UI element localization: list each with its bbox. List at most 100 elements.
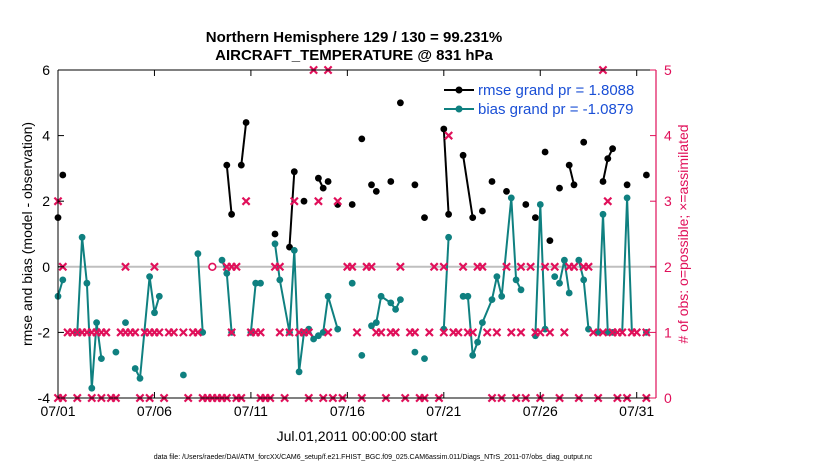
obs-assimilated-marker <box>256 328 265 337</box>
obs-assimilated-marker <box>502 262 511 272</box>
bias-point <box>377 292 385 300</box>
y-axis-label: rmse and bias (model - observation) <box>19 122 35 346</box>
x-tick-label: 07/06 <box>137 403 172 419</box>
obs-assimilated-stroke <box>150 262 159 272</box>
y2-tick-label: 0 <box>664 390 672 406</box>
obs-assimilated-stroke <box>101 328 111 337</box>
obs-assimilated-stroke <box>598 328 608 337</box>
rmse-point <box>570 181 578 189</box>
bias-point <box>580 276 588 284</box>
obs-assimilated-stroke <box>453 328 463 337</box>
x-tick-label: 07/11 <box>234 403 268 419</box>
obs-assimilated-stroke <box>540 262 550 272</box>
bias-point <box>78 233 86 241</box>
rmse-point <box>290 168 298 176</box>
obs-assimilated-stroke <box>516 328 526 337</box>
bias-point <box>59 276 67 284</box>
obs-assimilated-marker <box>516 328 526 337</box>
obs-assimilated-marker <box>314 196 323 206</box>
rmse-point <box>565 161 573 169</box>
rmse-point <box>532 214 539 222</box>
obs-assimilated-stroke <box>241 196 251 206</box>
obs-assimilated-marker <box>285 328 294 337</box>
obs-assimilated-marker <box>641 328 651 337</box>
obs-assimilated-stroke <box>275 262 285 272</box>
rmse-point <box>223 161 231 169</box>
rmse-point <box>445 210 452 218</box>
obs-assimilated-stroke <box>424 328 434 337</box>
obs-assimilated-stroke <box>256 328 265 337</box>
bias-point <box>565 289 573 297</box>
obs-assimilated-stroke <box>516 262 526 272</box>
obs-assimilated-stroke <box>439 328 449 337</box>
rmse-series <box>54 99 650 251</box>
plot-area <box>58 70 656 398</box>
bias-point <box>561 256 568 264</box>
obs-assimilated-marker <box>439 262 449 272</box>
obs-assimilated-marker <box>569 262 579 272</box>
rmse-point <box>522 201 530 208</box>
obs-assimilated-stroke <box>439 262 449 272</box>
bias-point <box>575 256 583 264</box>
obs-assimilated-stroke <box>121 262 130 272</box>
x-tick-label: 07/01 <box>40 403 75 419</box>
rmse-point <box>372 188 380 195</box>
bias-point <box>368 322 375 330</box>
obs-assimilated-marker <box>169 328 179 337</box>
y2-tick-label: 1 <box>664 324 672 340</box>
obs-assimilated-stroke <box>632 328 642 337</box>
rmse-point <box>440 125 448 133</box>
obs-assimilated-stroke <box>391 328 400 337</box>
obs-assimilated-marker <box>121 262 130 272</box>
rmse-point <box>348 201 356 208</box>
bias-point <box>348 279 356 287</box>
obs-assimilated-stroke <box>458 262 468 272</box>
obs-assimilated-stroke <box>641 328 651 337</box>
obs-assimilated-stroke <box>482 328 492 337</box>
y-tick-label: 4 <box>42 128 50 144</box>
rmse-line-segment <box>462 155 474 218</box>
tick-labels: 07/01 07/06 07/11 07/16 07/21 07/26 07/31 -4 -2 0… <box>38 62 672 419</box>
obs-assimilated-marker <box>367 262 376 272</box>
rmse-point <box>599 178 607 185</box>
bias-point <box>93 319 100 326</box>
obs-assimilated-stroke <box>304 328 314 337</box>
bias-point <box>88 384 96 392</box>
rmse-line-segment <box>240 122 248 166</box>
bias-point <box>512 276 520 284</box>
obs-assimilated-marker <box>376 328 386 337</box>
bias-point <box>146 273 154 280</box>
obs-assimilated-marker <box>603 196 613 206</box>
obs-assimilated-stroke <box>376 328 386 337</box>
bias-point <box>464 292 472 300</box>
bias-point <box>112 348 120 356</box>
axes <box>57 69 657 399</box>
y2-tick-label: 4 <box>664 128 672 144</box>
bias-point <box>276 276 284 284</box>
obs-assimilated-marker <box>391 328 400 337</box>
obs-assimilated-marker <box>275 262 285 272</box>
obs-assimilated-stroke <box>550 262 560 272</box>
rmse-point <box>358 135 366 143</box>
rmse-point <box>609 145 616 153</box>
bias-point <box>517 286 525 294</box>
obs-assimilated-marker <box>241 196 251 206</box>
obs-assimilated-stroke <box>502 262 511 272</box>
obs-assimilated-stroke <box>289 196 299 206</box>
rmse-point <box>546 237 554 245</box>
obs-assimilated-stroke <box>492 328 502 337</box>
rmse-point <box>623 181 631 189</box>
x-tick-label: 07/31 <box>619 403 654 419</box>
obs-assimilated-stroke <box>285 328 294 337</box>
bias-point <box>98 355 105 362</box>
x-tick-label: 07/26 <box>523 403 558 419</box>
obs-assimilated-stroke <box>545 328 555 337</box>
rmse-point <box>411 181 419 189</box>
rmse-point <box>459 151 467 159</box>
bias-point <box>257 279 264 287</box>
rmse-point <box>479 207 486 215</box>
bias-line-segment <box>196 253 204 333</box>
y2-tick-label: 5 <box>664 62 672 78</box>
bias-point <box>623 194 631 202</box>
